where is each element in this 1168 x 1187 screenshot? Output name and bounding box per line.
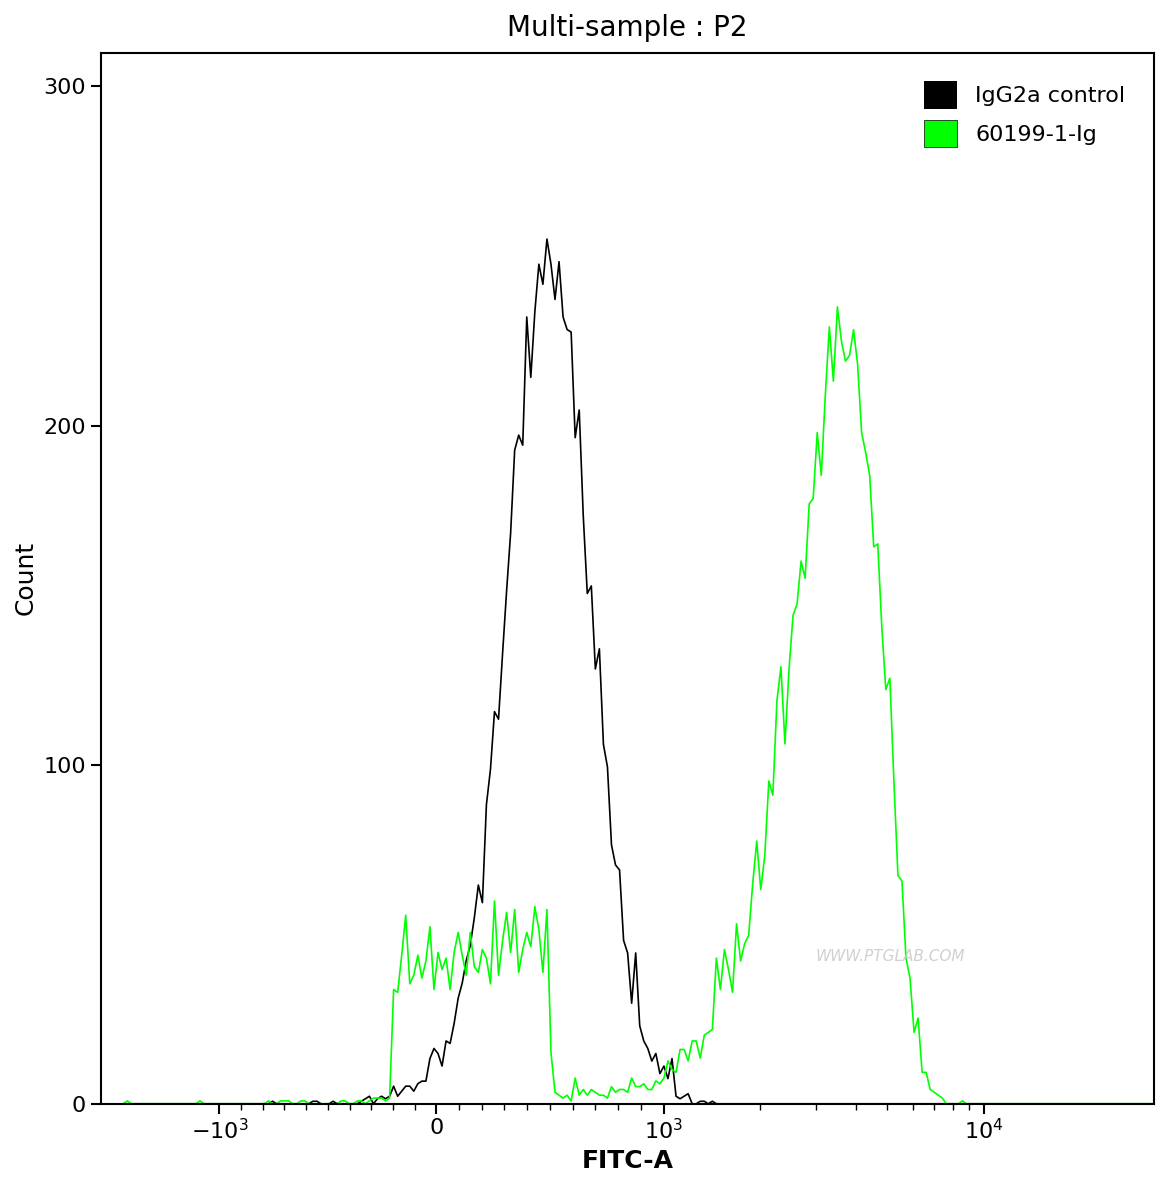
Y-axis label: Count: Count	[14, 541, 37, 615]
Legend: IgG2a control, 60199-1-Ig: IgG2a control, 60199-1-Ig	[906, 64, 1143, 165]
Title: Multi-sample : P2: Multi-sample : P2	[507, 14, 748, 42]
X-axis label: FITC-A: FITC-A	[582, 1149, 674, 1173]
Text: WWW.PTGLAB.COM: WWW.PTGLAB.COM	[816, 950, 966, 964]
